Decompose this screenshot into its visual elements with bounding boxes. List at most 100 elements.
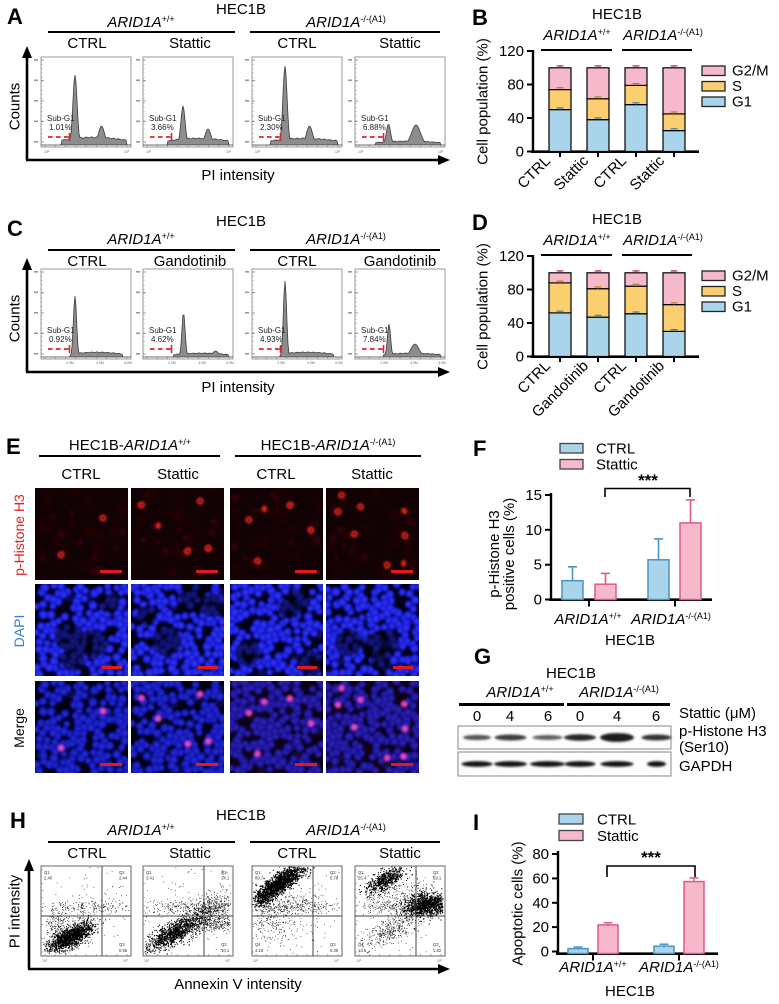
svg-text:Sub-G1: Sub-G1 [47, 114, 75, 123]
svg-text:107: 107 [437, 959, 443, 963]
svg-text:Sub-G1: Sub-G1 [47, 326, 75, 335]
svg-text:6.88%: 6.88% [363, 123, 386, 132]
svg-text:0: 0 [516, 349, 524, 366]
svg-text:Sub-G1: Sub-G1 [361, 114, 389, 123]
svg-text:2.0M: 2.0M [277, 361, 285, 365]
svg-text:4.0M: 4.0M [410, 361, 418, 365]
svg-text:0.35: 0.35 [330, 948, 339, 953]
svg-text:G1: G1 [732, 94, 752, 111]
svg-text:2.0M: 2.0M [168, 361, 176, 365]
svg-text:Q4: Q4 [255, 942, 261, 947]
svg-text:104: 104 [335, 150, 341, 154]
svg-text:104: 104 [124, 150, 130, 154]
svg-text:Q4: Q4 [358, 942, 364, 947]
svg-text:100: 100 [358, 150, 364, 154]
svg-text:100: 100 [146, 150, 152, 154]
svg-text:40: 40 [507, 110, 524, 127]
svg-text:S: S [732, 78, 742, 95]
svg-text:72.2: 72.2 [146, 948, 155, 953]
svg-text:6.0M: 6.0M [438, 361, 446, 365]
svg-text:10: 10 [525, 522, 542, 539]
svg-text:107: 107 [225, 959, 231, 963]
svg-text:100: 100 [44, 150, 50, 154]
svg-text:80: 80 [532, 846, 549, 863]
svg-text:94.6: 94.6 [44, 948, 53, 953]
svg-text:60: 60 [532, 870, 549, 887]
svg-text:4.0M: 4.0M [198, 361, 206, 365]
svg-text:3.66%: 3.66% [151, 123, 174, 132]
svg-text:Q4: Q4 [146, 942, 152, 947]
svg-text:5.78: 5.78 [330, 876, 339, 881]
svg-text:20: 20 [532, 919, 549, 936]
svg-text:CTRL: CTRL [596, 441, 635, 458]
svg-text:Sub-G1: Sub-G1 [361, 326, 389, 335]
svg-text:104: 104 [42, 959, 48, 963]
svg-text:Q1: Q1 [44, 870, 50, 875]
svg-text:2.0M: 2.0M [66, 361, 74, 365]
svg-text:107: 107 [123, 959, 129, 963]
svg-text:40: 40 [507, 315, 524, 332]
svg-text:6.0M: 6.0M [124, 361, 132, 365]
svg-text:6.0M: 6.0M [226, 361, 234, 365]
svg-text:S: S [732, 283, 742, 300]
svg-text:2.30%: 2.30% [260, 123, 283, 132]
svg-text:Q1: Q1 [255, 870, 261, 875]
svg-text:Q3: Q3 [330, 942, 336, 947]
svg-text:40: 40 [532, 895, 549, 912]
svg-text:Sub-G1: Sub-G1 [149, 326, 177, 335]
svg-text:120: 120 [499, 248, 524, 265]
svg-text:0.56: 0.56 [119, 948, 128, 953]
svg-text:4.16: 4.16 [255, 948, 264, 953]
svg-text:Q2: Q2 [119, 870, 125, 875]
svg-text:Stattic: Stattic [596, 457, 638, 474]
svg-text:4.93%: 4.93% [260, 335, 283, 344]
svg-text:2.44: 2.44 [119, 876, 128, 881]
svg-text:4.0M: 4.0M [96, 361, 104, 365]
svg-text:0.92%: 0.92% [49, 335, 72, 344]
svg-text:13.6: 13.6 [358, 948, 367, 953]
svg-text:Sub-G1: Sub-G1 [258, 114, 286, 123]
svg-text:104: 104 [144, 959, 150, 963]
svg-text:Sub-G1: Sub-G1 [149, 114, 177, 123]
svg-text:G2/M: G2/M [732, 63, 769, 80]
svg-text:100: 100 [255, 150, 261, 154]
svg-text:CTRL: CTRL [597, 812, 636, 829]
svg-text:80: 80 [507, 282, 524, 299]
svg-text:2.40: 2.40 [44, 876, 53, 881]
svg-text:Q3: Q3 [221, 942, 227, 947]
svg-text:G2/M: G2/M [732, 268, 769, 285]
svg-text:14.1: 14.1 [221, 876, 230, 881]
svg-text:Q2: Q2 [433, 870, 439, 875]
svg-text:25.4: 25.4 [358, 876, 367, 881]
svg-text:Sub-G1: Sub-G1 [258, 326, 286, 335]
svg-text:Q2: Q2 [330, 870, 336, 875]
svg-text:1.01%: 1.01% [49, 123, 72, 132]
svg-text:104: 104 [356, 959, 362, 963]
svg-text:120: 120 [499, 43, 524, 60]
svg-text:59.1: 59.1 [433, 876, 442, 881]
svg-text:Q1: Q1 [146, 870, 152, 875]
svg-text:104: 104 [438, 150, 444, 154]
svg-text:0: 0 [534, 592, 542, 609]
svg-text:4.62%: 4.62% [151, 335, 174, 344]
svg-text:80: 80 [507, 77, 524, 94]
svg-text:Q3: Q3 [433, 942, 439, 947]
svg-text:107: 107 [334, 959, 340, 963]
svg-text:***: *** [641, 848, 661, 867]
svg-text:10.1: 10.1 [221, 948, 230, 953]
svg-text:104: 104 [226, 150, 232, 154]
svg-text:89.7: 89.7 [255, 876, 264, 881]
svg-text:7.84%: 7.84% [363, 335, 386, 344]
svg-text:4.0M: 4.0M [307, 361, 315, 365]
svg-text:1.82: 1.82 [433, 948, 442, 953]
svg-text:3.41: 3.41 [146, 876, 155, 881]
svg-text:0: 0 [541, 944, 549, 961]
svg-text:G1: G1 [732, 299, 752, 316]
svg-text:2.0M: 2.0M [380, 361, 388, 365]
svg-text:Q2: Q2 [221, 870, 227, 875]
svg-text:Stattic: Stattic [597, 828, 639, 845]
svg-text:***: *** [638, 471, 658, 490]
svg-text:0: 0 [516, 144, 524, 161]
svg-text:Q1: Q1 [358, 870, 364, 875]
svg-text:Q4: Q4 [44, 942, 50, 947]
